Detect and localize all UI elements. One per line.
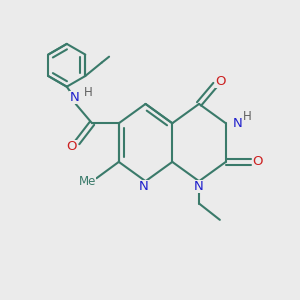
Text: O: O — [252, 155, 263, 168]
Text: N: N — [232, 117, 242, 130]
Text: H: H — [243, 110, 252, 123]
Text: Me: Me — [79, 175, 96, 188]
Text: N: N — [194, 180, 204, 193]
Text: N: N — [69, 91, 79, 104]
Text: O: O — [67, 140, 77, 153]
Text: O: O — [215, 75, 226, 88]
Text: H: H — [84, 86, 93, 99]
Text: N: N — [139, 180, 149, 193]
